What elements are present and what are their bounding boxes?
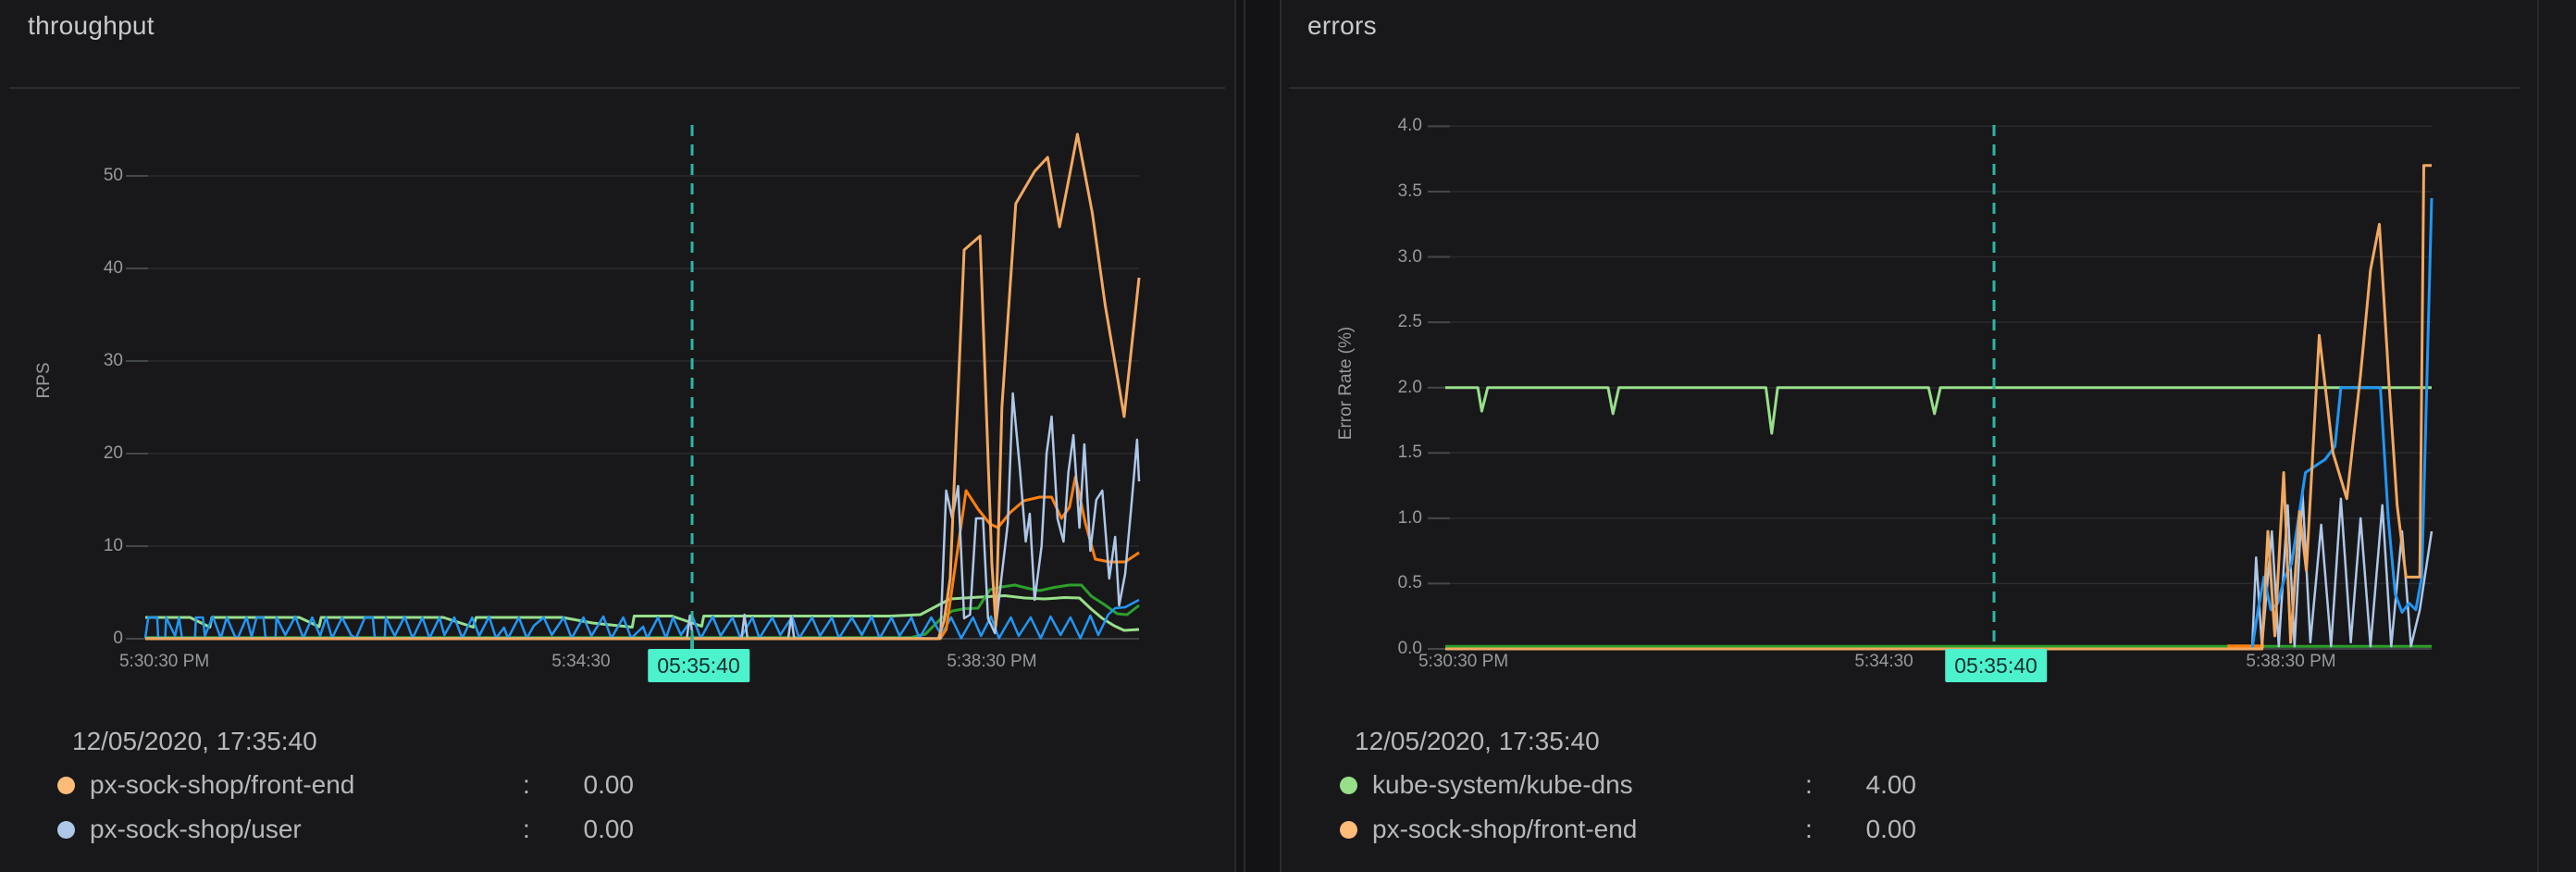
y-tick-label: 30	[103, 351, 123, 370]
series-px-sock-shop/user	[1445, 491, 2434, 651]
tooltip-timestamp: 12/05/2020, 17:35:40	[1355, 727, 1600, 755]
y-tick-label: 0	[113, 629, 123, 648]
series-value: 0.00	[1865, 815, 1917, 843]
separator: :	[523, 815, 530, 843]
separator: :	[1805, 770, 1813, 799]
throughput-title-divider	[9, 87, 1225, 89]
y-tick-label: 2.5	[1397, 312, 1422, 332]
series-color-dot-icon	[1340, 820, 1357, 839]
errors-panel	[1280, 0, 2576, 872]
y-tick-label: 0.5	[1397, 573, 1422, 593]
y-tick-label: 1.0	[1397, 507, 1422, 528]
panel-divider-handle[interactable]	[1244, 0, 1245, 872]
y-tick-label: 50	[103, 166, 123, 185]
series-value: 0.00	[583, 815, 635, 843]
series-name: px-sock-shop/user	[90, 815, 302, 843]
series-name: px-sock-shop/front-end	[90, 770, 355, 799]
series-px-sock-shop/catalogue	[143, 598, 1140, 640]
series-px-sock-shop/front-end	[1445, 164, 2432, 651]
tooltip-row: px-sock-shop/user: 0.00	[57, 807, 634, 852]
series-px-sock-shop/catalogue	[1445, 197, 2434, 651]
separator: :	[523, 770, 530, 799]
series-color-dot-icon	[57, 776, 75, 794]
errors-tooltip: 12/05/2020, 17:35:40 kube-system/kube-dn…	[1340, 726, 1916, 852]
series-value: 0.00	[583, 770, 635, 799]
separator: :	[1805, 815, 1813, 843]
y-tick-label: 20	[103, 443, 123, 463]
throughput-chart[interactable]	[126, 125, 1141, 652]
series-px-sock-shop/carts	[145, 583, 1140, 640]
errors-panel-right-border	[2537, 0, 2539, 872]
errors-panel-left-border	[1280, 0, 1282, 872]
series-px-sock-shop/front-end	[145, 132, 1141, 641]
x-tick-label: 5:38:30 PM	[2246, 652, 2336, 671]
x-tick-label: 5:30:30 PM	[1418, 652, 1509, 671]
errors-chart[interactable]	[1428, 125, 2434, 662]
y-tick-label: 3.5	[1397, 181, 1422, 201]
y-tick-label: 1.5	[1397, 442, 1422, 463]
series-px-sock-shop/user	[145, 392, 1141, 640]
y-tick-label: 3.0	[1397, 246, 1422, 267]
series-kube-system/kube-dns	[1445, 386, 2432, 435]
series-color-dot-icon	[57, 820, 75, 839]
series-color-dot-icon	[1340, 776, 1357, 794]
y-tick-label: 0.0	[1397, 639, 1422, 658]
tooltip-row: px-sock-shop/front-end: 0.00	[1340, 807, 1916, 852]
series-value: 4.00	[1865, 770, 1917, 799]
series-name: px-sock-shop/front-end	[1372, 815, 1638, 843]
tooltip-timestamp: 12/05/2020, 17:35:40	[72, 727, 317, 755]
series-kube-system/kube-dns	[145, 594, 1140, 632]
tooltip-row: kube-system/kube-dns: 4.00	[1340, 763, 1916, 807]
errors-panel-title: errors	[1307, 11, 1377, 40]
throughput-panel	[0, 0, 1234, 872]
y-tick-label: 40	[103, 258, 123, 278]
y-tick-label: 10	[103, 536, 123, 555]
throughput-tooltip: 12/05/2020, 17:35:40 px-sock-shop/front-…	[57, 726, 634, 852]
panel-divider[interactable]	[1234, 0, 1236, 872]
x-tick-label: 5:34:30	[551, 652, 611, 671]
selected-time-label: 05:35:40	[1945, 649, 2047, 682]
x-tick-label: 5:30:30 PM	[118, 652, 210, 671]
x-tick-label: 5:34:30	[1854, 652, 1913, 671]
errors-title-divider	[1289, 87, 2520, 89]
series-name: kube-system/kube-dns	[1372, 770, 1633, 799]
throughput-panel-title: throughput	[28, 11, 155, 40]
selected-time-label: 05:35:40	[648, 649, 749, 682]
y-tick-label: 2.0	[1397, 377, 1422, 397]
tooltip-row: px-sock-shop/front-end: 0.00	[57, 763, 634, 807]
x-tick-label: 5:38:30 PM	[947, 652, 1037, 671]
y-tick-label: 4.0	[1397, 116, 1422, 136]
